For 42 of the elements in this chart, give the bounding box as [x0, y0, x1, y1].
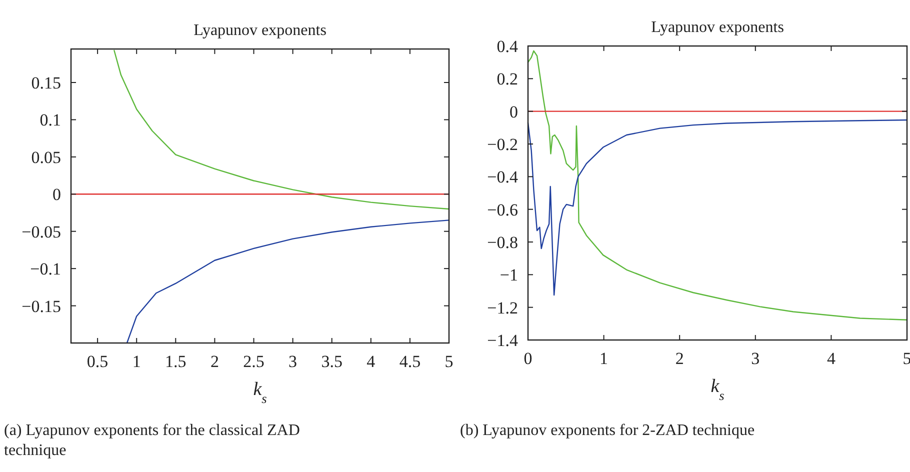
line-series	[126, 220, 450, 343]
y-tick-label: 0	[510, 102, 518, 122]
chart-title: Lyapunov exponents	[651, 19, 784, 36]
y-tick-label: −0.8	[487, 233, 518, 252]
y-tick-label: 0.2	[496, 70, 518, 89]
text: (b) Lyapunov exponents for 2-ZAD technique	[460, 422, 755, 439]
x-tick-label: 1	[600, 349, 608, 368]
x-tick-label: 3	[751, 349, 760, 368]
y-tick-label: 0.1	[40, 110, 61, 130]
x-tick-label: 0.5	[86, 352, 108, 371]
text: (a) Lyapunov exponents for the classical ZAD technique	[4, 422, 300, 459]
x-tick-label: 2	[675, 349, 684, 368]
line-series	[527, 50, 908, 321]
x-tick-label: 1.5	[165, 352, 186, 371]
x-tick-label: 2	[210, 352, 219, 371]
y-tick-label: 0.4	[496, 37, 518, 56]
y-tick-label: −0.1	[30, 260, 61, 279]
x-axis-title: k$_{s}$	[253, 379, 267, 406]
x-tick-label: 3	[288, 352, 298, 371]
y-tick-label: 0.15	[31, 73, 61, 92]
y-tick-label: −0.2	[487, 135, 518, 154]
line-series	[527, 119, 908, 296]
y-tick-label: −1	[500, 266, 518, 285]
x-tick-label: 2.5	[243, 352, 264, 371]
line-series	[114, 50, 450, 210]
x-tick-label: 5	[444, 352, 454, 371]
x-tick-label: 3.5	[321, 352, 342, 371]
x-tick-label: 1	[132, 352, 141, 371]
y-tick-label: −1.4	[487, 331, 518, 350]
x-axis-title: k$_{s}$	[710, 376, 724, 402]
y-tick-label: 0.05	[31, 148, 61, 167]
x-tick-label: 4	[826, 349, 836, 368]
x-tick-label: 4.5	[399, 352, 421, 371]
x-tick-label: 0	[524, 349, 532, 368]
y-tick-label: −0.05	[22, 222, 61, 242]
y-tick-label: −0.4	[487, 168, 518, 187]
y-tick-label: 0	[52, 185, 61, 204]
y-tick-label: −0.15	[22, 296, 61, 316]
y-tick-label: −0.6	[487, 200, 518, 220]
y-tick-label: −1.2	[487, 298, 518, 318]
x-tick-label: 4	[366, 352, 376, 371]
chart-title: Lyapunov exponents	[194, 22, 326, 39]
